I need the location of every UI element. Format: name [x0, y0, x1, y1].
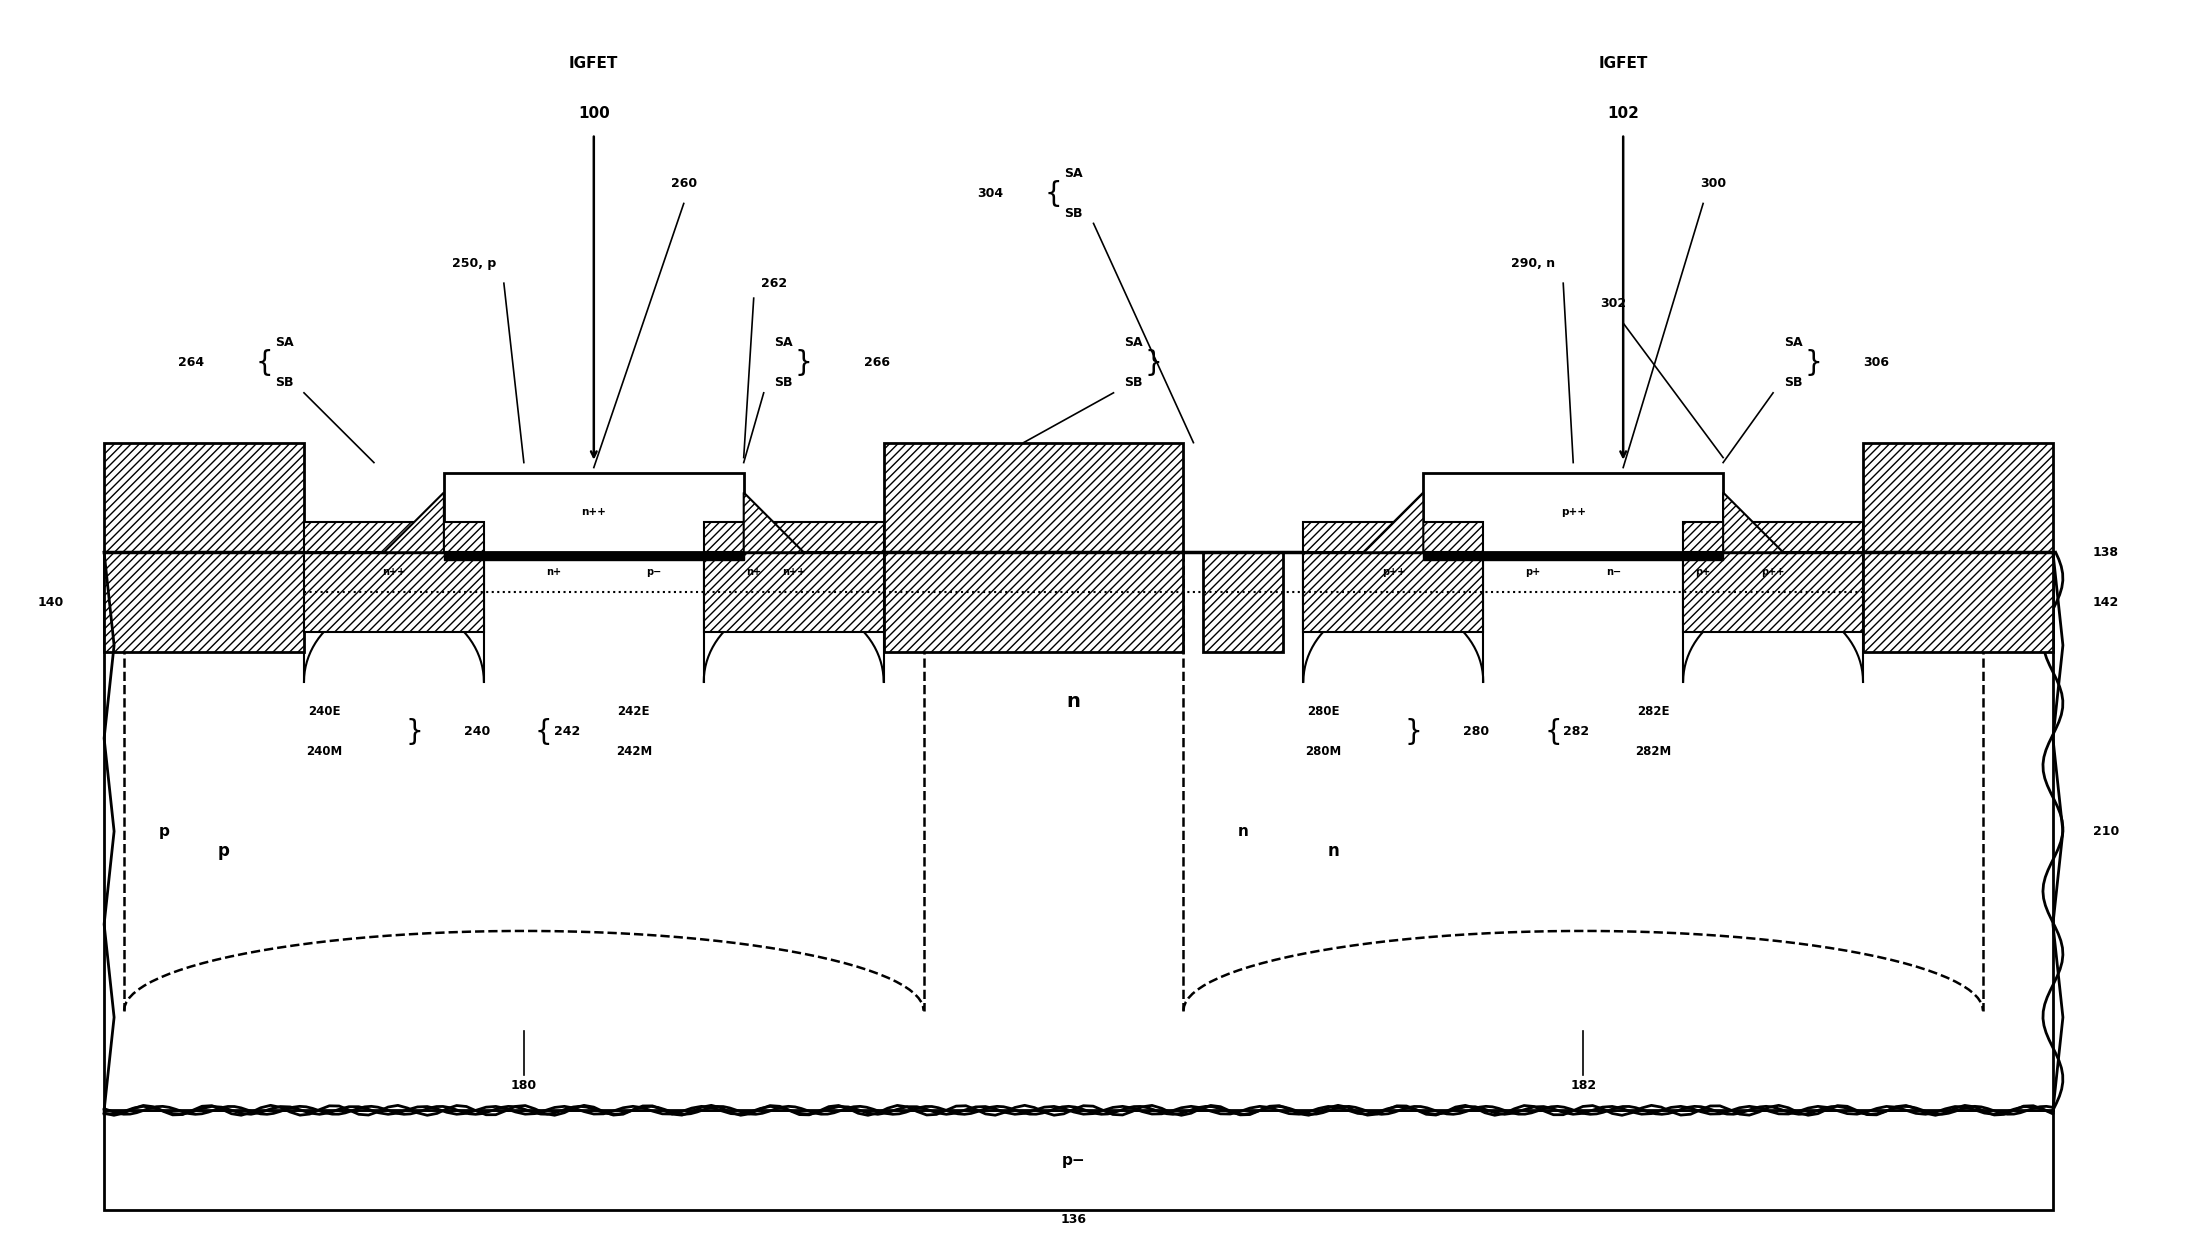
- Text: 136: 136: [1062, 1214, 1086, 1226]
- Text: 300: 300: [1699, 177, 1726, 191]
- Bar: [305, 552, 483, 632]
- Text: SB: SB: [1064, 207, 1084, 219]
- Text: 306: 306: [1863, 356, 1889, 370]
- Text: SA: SA: [274, 336, 294, 350]
- Text: p: p: [159, 824, 170, 839]
- Text: n++: n++: [580, 508, 607, 518]
- Bar: [1304, 523, 1483, 552]
- Text: 280E: 280E: [1307, 705, 1340, 719]
- Text: 210: 210: [2092, 825, 2119, 838]
- Text: n: n: [1238, 824, 1249, 839]
- Text: IGFET: IGFET: [1598, 56, 1649, 71]
- Text: 264: 264: [179, 356, 203, 370]
- Text: 282M: 282M: [1635, 745, 1671, 759]
- Text: 304: 304: [978, 187, 1004, 199]
- Bar: [104, 443, 305, 652]
- Bar: [1684, 552, 1863, 632]
- Polygon shape: [384, 493, 444, 552]
- Text: }: }: [406, 717, 424, 746]
- Text: 240M: 240M: [307, 745, 342, 759]
- Text: n++: n++: [781, 567, 806, 577]
- Text: SB: SB: [1783, 376, 1803, 389]
- Text: n−: n−: [1607, 567, 1620, 577]
- Polygon shape: [1364, 493, 1424, 552]
- Text: 260: 260: [671, 177, 697, 191]
- Text: 138: 138: [2092, 545, 2119, 559]
- Text: 102: 102: [1607, 107, 1640, 122]
- Text: IGFET: IGFET: [569, 56, 618, 71]
- Bar: [104, 552, 2053, 1110]
- Text: 282E: 282E: [1638, 705, 1668, 719]
- Text: 240E: 240E: [307, 705, 340, 719]
- Text: }: }: [1404, 717, 1421, 746]
- Bar: [704, 552, 883, 632]
- Text: 242: 242: [554, 725, 580, 739]
- Text: 142: 142: [2092, 596, 2119, 608]
- Text: 282: 282: [1563, 725, 1589, 739]
- Text: SB: SB: [775, 376, 792, 389]
- Text: }: }: [1145, 349, 1163, 377]
- Text: n++: n++: [382, 567, 406, 577]
- Text: 242E: 242E: [618, 705, 651, 719]
- Text: SA: SA: [1064, 167, 1084, 181]
- Text: SA: SA: [1123, 336, 1143, 350]
- Text: p−: p−: [1062, 1152, 1086, 1167]
- Polygon shape: [1724, 493, 1783, 552]
- Bar: [104, 1110, 2053, 1210]
- Text: p++: p++: [1761, 567, 1785, 577]
- Bar: [305, 523, 483, 552]
- Text: 290, n: 290, n: [1512, 257, 1556, 270]
- Text: 182: 182: [1569, 1078, 1596, 1092]
- Text: SA: SA: [775, 336, 792, 350]
- Text: p+: p+: [1525, 567, 1540, 577]
- Text: {: {: [1545, 717, 1563, 746]
- Text: {: {: [534, 717, 552, 746]
- Text: SB: SB: [1123, 376, 1143, 389]
- Text: p+: p+: [1695, 567, 1710, 577]
- Bar: [1424, 552, 1724, 561]
- Text: n: n: [1066, 692, 1081, 711]
- Text: 180: 180: [510, 1078, 536, 1092]
- Text: 280: 280: [1463, 725, 1490, 739]
- Text: n+: n+: [547, 567, 561, 577]
- Text: 302: 302: [1600, 297, 1627, 310]
- Bar: [1424, 473, 1724, 552]
- Bar: [444, 473, 744, 552]
- Text: p++: p++: [1560, 508, 1585, 518]
- Bar: [704, 523, 883, 552]
- Text: n: n: [1326, 843, 1340, 860]
- Bar: [1304, 552, 1483, 632]
- Text: 240: 240: [463, 725, 490, 739]
- Text: p−: p−: [647, 567, 662, 577]
- Text: p: p: [218, 843, 230, 860]
- Bar: [444, 552, 744, 561]
- Text: 100: 100: [578, 107, 609, 122]
- Text: 280M: 280M: [1304, 745, 1342, 759]
- Text: p++: p++: [1382, 567, 1406, 577]
- Text: {: {: [1044, 179, 1062, 207]
- Polygon shape: [744, 493, 803, 552]
- Text: 250, p: 250, p: [452, 257, 497, 270]
- Text: }: }: [795, 349, 812, 377]
- Text: SA: SA: [1783, 336, 1803, 350]
- Text: }: }: [1803, 349, 1823, 377]
- Text: n+: n+: [746, 567, 761, 577]
- Text: 262: 262: [761, 277, 786, 290]
- Bar: [1863, 443, 2053, 652]
- Bar: [1684, 523, 1863, 552]
- Text: {: {: [256, 349, 274, 377]
- Bar: [1203, 552, 1284, 652]
- Text: 242M: 242M: [616, 745, 651, 759]
- Text: 140: 140: [38, 596, 64, 608]
- Bar: [883, 443, 1183, 652]
- Text: 266: 266: [863, 356, 889, 370]
- Text: SB: SB: [274, 376, 294, 389]
